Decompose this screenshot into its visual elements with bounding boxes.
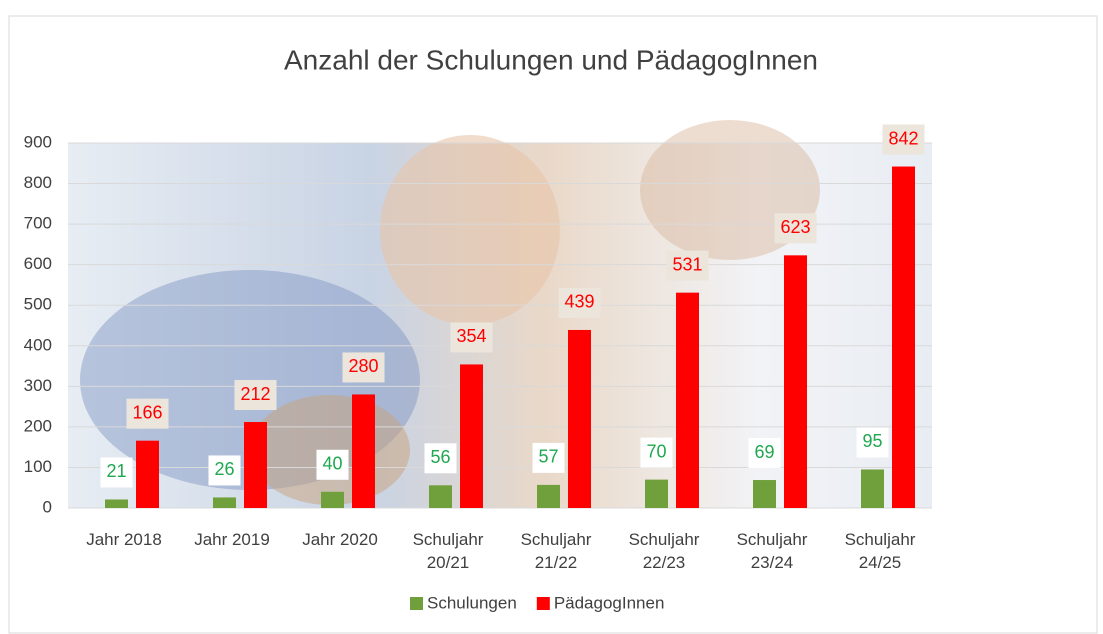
y-tick-label: 300 xyxy=(24,376,52,395)
y-tick-label: 0 xyxy=(43,497,52,516)
data-label: 70 xyxy=(646,441,666,461)
legend-label: PädagogInnen xyxy=(554,593,665,612)
data-label: 166 xyxy=(132,402,162,422)
x-tick-label: Jahr 2020 xyxy=(288,528,392,551)
data-label: 212 xyxy=(240,384,270,404)
bar xyxy=(105,499,128,508)
bar xyxy=(645,480,668,508)
bar xyxy=(861,469,884,508)
bar xyxy=(676,293,699,508)
data-label: 26 xyxy=(214,459,234,479)
bar xyxy=(213,497,236,508)
x-tick-label: Schuljahr 20/21 xyxy=(396,528,500,574)
x-tick-label: Schuljahr 21/22 xyxy=(504,528,608,574)
y-tick-label: 900 xyxy=(24,132,52,151)
x-tick-label: Schuljahr 24/25 xyxy=(828,528,932,574)
data-label: 354 xyxy=(456,326,486,346)
bar xyxy=(568,330,591,508)
data-label: 95 xyxy=(862,431,882,451)
x-tick-label: Jahr 2019 xyxy=(180,528,284,551)
data-label: 842 xyxy=(888,128,918,148)
bar xyxy=(352,394,375,508)
chart-title: Anzahl der Schulungen und PädagogInnen xyxy=(284,44,818,75)
data-label: 40 xyxy=(322,454,342,474)
y-tick-label: 400 xyxy=(24,335,52,354)
data-label: 439 xyxy=(564,292,594,312)
data-label: 21 xyxy=(106,461,126,481)
y-tick-label: 700 xyxy=(24,214,52,233)
y-tick-label: 500 xyxy=(24,295,52,314)
data-label: 57 xyxy=(538,447,558,467)
bar xyxy=(892,167,915,508)
y-tick-label: 800 xyxy=(24,173,52,192)
y-tick-label: 600 xyxy=(24,254,52,273)
y-tick-label: 200 xyxy=(24,416,52,435)
legend-label: Schulungen xyxy=(427,593,517,612)
legend-swatch xyxy=(537,597,550,610)
bar xyxy=(753,480,776,508)
data-label: 531 xyxy=(672,254,702,274)
bar xyxy=(460,364,483,508)
data-label: 69 xyxy=(754,442,774,462)
bar xyxy=(136,441,159,508)
x-tick-label: Schuljahr 22/23 xyxy=(612,528,716,574)
bar xyxy=(429,485,452,508)
bar xyxy=(784,255,807,508)
y-tick-label: 100 xyxy=(24,457,52,476)
background-shape xyxy=(380,135,560,325)
x-tick-label: Schuljahr 23/24 xyxy=(720,528,824,574)
data-label: 56 xyxy=(430,447,450,467)
x-tick-label: Jahr 2018 xyxy=(72,528,176,551)
data-label: 623 xyxy=(780,217,810,237)
bar xyxy=(321,492,344,508)
bar xyxy=(244,422,267,508)
legend-swatch xyxy=(410,597,423,610)
data-label: 280 xyxy=(348,356,378,376)
page: Anzahl der Schulungen und PädagogInnen 0… xyxy=(0,0,1103,634)
bar xyxy=(537,485,560,508)
